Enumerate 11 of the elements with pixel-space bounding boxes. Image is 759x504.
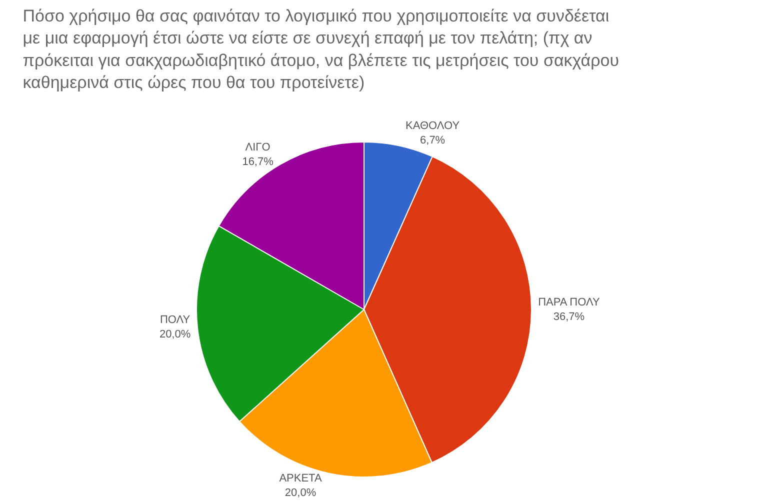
data-label: 20,0% — [159, 328, 191, 340]
data-label: 20,0% — [284, 487, 316, 500]
data-label: 16,7% — [242, 156, 274, 168]
slice-label: ΚΑΘΟΛΟΥ — [406, 120, 460, 132]
slice-label: ΑΡΚΕΤΑ — [279, 472, 322, 485]
chart-title: Πόσο χρήσιμο θα σας φαινόταν το λογισμικό που χρησιμοποιείτε να συνδέεται με μια εφαρμογή έτσι ώστε να είστε σε συνεχή επαφή με τον πελάτη; (πχ αν πρόκειται για σακχαρωδιαβητικό άτομο, να βλέπετε τις μετρήσεις του σακχάρου καθημερινά στις ώρες που θα του προτείνετε) — [22, 6, 620, 92]
slice-label: ΠΑΡΑ ΠΟΛΥ — [538, 296, 600, 309]
slice-label: ΛΙΓΟ — [245, 141, 271, 154]
data-label: 6,7% — [420, 134, 446, 146]
data-label: 36,7% — [553, 310, 585, 323]
slice-label: ΠΟΛΥ — [160, 314, 191, 326]
